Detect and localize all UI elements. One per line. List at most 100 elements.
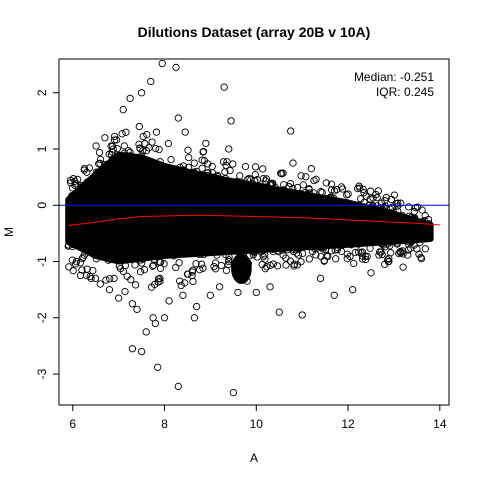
fringe-point bbox=[255, 182, 263, 190]
fringe-point bbox=[375, 251, 383, 259]
fringe-point bbox=[374, 187, 382, 195]
fringe-point bbox=[113, 144, 121, 153]
fringe-point bbox=[69, 267, 77, 275]
x-tick-label: 14 bbox=[433, 417, 447, 431]
fringe-point bbox=[83, 168, 91, 176]
fringe-point bbox=[415, 250, 423, 258]
fringe-point bbox=[354, 240, 363, 248]
fringe-point bbox=[95, 160, 103, 168]
outlier-point bbox=[96, 280, 104, 288]
fringe-point bbox=[309, 189, 318, 197]
fringe-point bbox=[379, 241, 388, 249]
outlier-point bbox=[266, 283, 274, 291]
extreme-point bbox=[190, 314, 199, 322]
fringe-point bbox=[288, 245, 296, 253]
fringe-point bbox=[394, 199, 402, 207]
fringe-point bbox=[213, 251, 221, 259]
fringe-point bbox=[378, 239, 387, 247]
fringe-point bbox=[279, 246, 287, 254]
fringe-point bbox=[222, 266, 231, 275]
fringe-point bbox=[137, 152, 146, 160]
fringe-point bbox=[379, 206, 387, 214]
fringe-point bbox=[176, 163, 184, 172]
reference-lines bbox=[59, 204, 449, 226]
fringe-point bbox=[152, 128, 161, 136]
fringe-point bbox=[211, 259, 220, 267]
fringe-point bbox=[325, 194, 333, 202]
fringe-point bbox=[387, 249, 395, 257]
outlier-point bbox=[225, 145, 233, 153]
fringe-point bbox=[71, 177, 79, 185]
outlier-point bbox=[128, 300, 137, 308]
fringe-point bbox=[241, 162, 250, 171]
outlier-point bbox=[101, 134, 109, 142]
fringe-point bbox=[312, 175, 320, 183]
fringe-point bbox=[395, 249, 403, 258]
fringe-point bbox=[176, 277, 184, 285]
outlier-point bbox=[215, 283, 224, 291]
outlier-point bbox=[137, 89, 146, 97]
fringe-point bbox=[225, 257, 233, 266]
fringe-point bbox=[200, 171, 208, 180]
fringe-point bbox=[140, 266, 149, 274]
fringe-point bbox=[297, 258, 305, 266]
fringe-point bbox=[310, 176, 318, 185]
fringe-point bbox=[214, 174, 222, 183]
fringe-point bbox=[366, 244, 374, 252]
outlier-point bbox=[220, 83, 228, 91]
fringe-point bbox=[243, 176, 252, 184]
fringe-point bbox=[293, 183, 302, 192]
fringe-point bbox=[360, 189, 368, 197]
outlier-point bbox=[135, 122, 143, 131]
outlier-point bbox=[227, 117, 235, 125]
outlier-point bbox=[252, 288, 260, 297]
fringe-point bbox=[344, 190, 352, 198]
fringe-point bbox=[224, 260, 232, 269]
fringe-point bbox=[229, 160, 237, 168]
fringe-point bbox=[156, 277, 164, 285]
fringe-point bbox=[217, 261, 226, 270]
fringe-point bbox=[138, 259, 146, 267]
fringe-point bbox=[260, 251, 269, 259]
fringe-point bbox=[354, 248, 363, 256]
outlier-point bbox=[330, 291, 338, 299]
fringe-point bbox=[338, 241, 346, 249]
fringe-point bbox=[203, 171, 211, 180]
fringe-point bbox=[213, 171, 222, 180]
fringe-point bbox=[318, 243, 326, 251]
fringe-point bbox=[126, 152, 134, 160]
fringe-point bbox=[108, 155, 117, 164]
fringe-point bbox=[65, 241, 73, 249]
fringe-point bbox=[332, 255, 340, 263]
fringe-point bbox=[151, 280, 159, 289]
fringe-point bbox=[91, 274, 100, 283]
fringe-point bbox=[109, 145, 117, 153]
outlier-point bbox=[417, 255, 426, 263]
outlier-point bbox=[275, 308, 283, 316]
x-axis-label: A bbox=[250, 451, 258, 465]
fringe-point bbox=[234, 259, 242, 267]
outlier-point bbox=[142, 328, 150, 336]
fringe-point bbox=[279, 186, 288, 194]
outlier-point bbox=[105, 286, 114, 294]
outlier-point bbox=[78, 266, 86, 274]
outlier-point bbox=[289, 159, 297, 167]
y-axis-label: M bbox=[2, 227, 16, 237]
fringe-point bbox=[350, 259, 358, 268]
fringe-point bbox=[269, 245, 277, 253]
fringe-point bbox=[333, 245, 342, 254]
low-cluster bbox=[231, 253, 252, 285]
fringe-point bbox=[131, 261, 139, 269]
fringe-point bbox=[378, 250, 386, 259]
fringe-point bbox=[259, 246, 267, 254]
outlier-point bbox=[206, 291, 215, 299]
fringe-point bbox=[393, 202, 402, 210]
fringe-point bbox=[404, 246, 412, 254]
data-points bbox=[64, 59, 433, 397]
outlier-point bbox=[367, 269, 375, 277]
fringe-point bbox=[357, 249, 365, 257]
fringe-point bbox=[411, 214, 419, 222]
fringe-point bbox=[199, 147, 208, 156]
fringe-point bbox=[198, 164, 206, 172]
